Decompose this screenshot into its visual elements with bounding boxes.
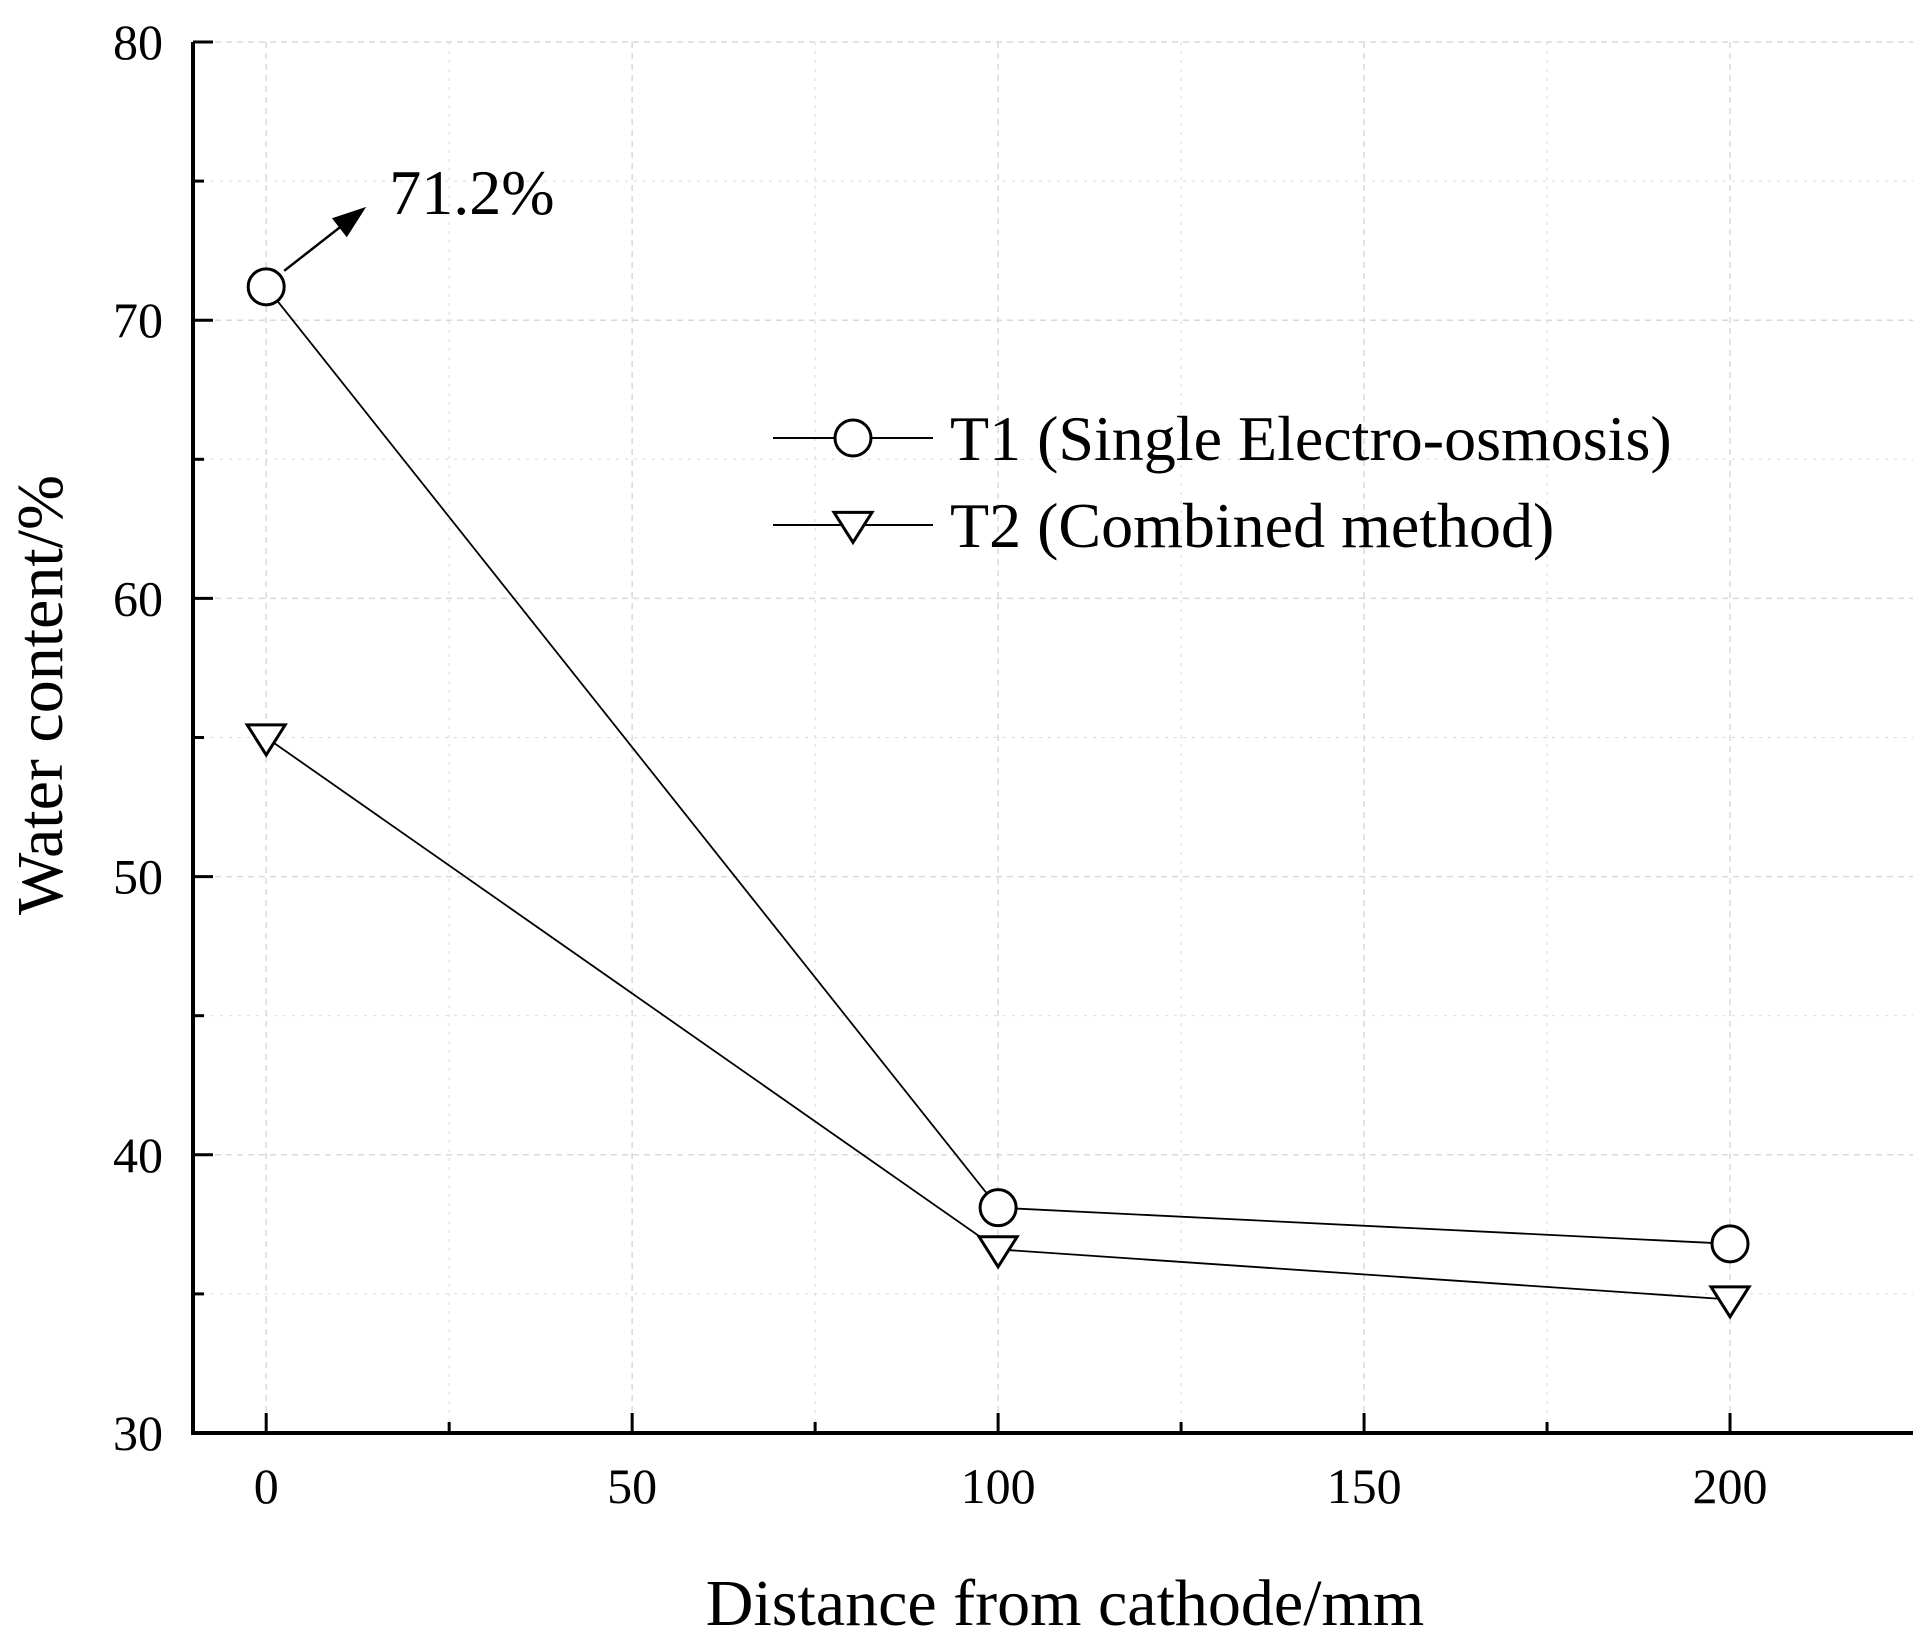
legend-marker xyxy=(831,510,875,546)
series-1-point xyxy=(978,1188,1018,1228)
series-2-point xyxy=(976,1235,1020,1270)
annotation-arrow-head xyxy=(332,206,367,238)
grid-layer xyxy=(193,41,1913,1433)
y-tick-label: 50 xyxy=(113,849,163,905)
annotation-layer: 71.2% xyxy=(283,157,555,272)
annotation-label: 71.2% xyxy=(389,157,554,228)
series-1-point xyxy=(246,267,286,307)
x-tick-label: 50 xyxy=(607,1458,657,1514)
series-2-point xyxy=(1708,1285,1752,1320)
series-1-point xyxy=(1710,1224,1750,1264)
y-tick-label: 30 xyxy=(113,1405,163,1461)
y-tick-label: 60 xyxy=(113,570,163,626)
y-axis-title: Water content/% xyxy=(4,475,77,915)
y-tick-label: 80 xyxy=(113,14,163,70)
series-layer xyxy=(244,267,1752,1320)
annotation-arrow-shaft xyxy=(283,219,349,272)
x-tick-label: 200 xyxy=(1693,1458,1768,1514)
x-tick-label: 100 xyxy=(961,1458,1036,1514)
x-tick-label: 150 xyxy=(1327,1458,1402,1514)
legend: T1 (Single Electro-osmosis) T2 (Combined … xyxy=(773,403,1672,561)
x-tick-label: 0 xyxy=(254,1458,279,1514)
x-axis-title: Distance from cathode/mm xyxy=(706,1567,1424,1640)
axes-layer: 30 40 50 60 70 80 0 50 100 150 200 xyxy=(113,14,1913,1514)
legend-label: T1 (Single Electro-osmosis) xyxy=(950,403,1672,474)
legend-label: T2 (Combined method) xyxy=(950,490,1554,561)
series-2-point xyxy=(244,723,288,758)
legend-marker xyxy=(833,418,873,458)
y-tick-label: 70 xyxy=(113,292,163,348)
y-tick-label: 40 xyxy=(113,1127,163,1183)
